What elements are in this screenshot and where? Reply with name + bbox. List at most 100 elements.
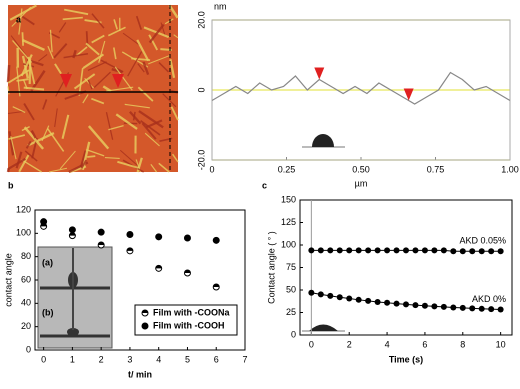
marker-half [142,310,148,313]
x-tick-label: 6 [214,354,219,364]
afm-fiber [24,150,38,162]
afm-fiber [85,42,100,56]
afm-cursor [112,74,124,88]
afm-fiber [104,157,120,160]
data-point [403,301,409,308]
afm-fiber [93,71,111,88]
data-point [155,233,163,241]
droplet-insets [302,134,345,332]
plot-frame [34,209,246,351]
afm-fiber [108,124,124,131]
x-axis-label: µm [355,178,368,188]
afm-fiber [23,63,35,68]
x-tick-label: 1 [70,354,75,364]
data-point [327,292,334,299]
afm-fiber [54,63,62,75]
x-tick-label: 10 [496,339,506,349]
afm-fiber [150,163,158,173]
afm-fiber [160,22,166,36]
x-tick-label: 6 [422,339,427,349]
data-point [97,241,105,249]
afm-fiber [75,46,88,57]
panel-label: a [16,14,22,24]
marker-outline [155,233,163,241]
afm-fiber [53,43,68,59]
y-tick-label: 20 [21,321,31,331]
afm-fiber [49,29,53,53]
series-label: AKD 0.05% [459,236,506,246]
afm-fiber [168,4,179,19]
afm-fiber [48,167,68,173]
afm-fiber [136,39,150,62]
afm-fiber [122,32,140,46]
data-point [346,295,353,302]
droplet [67,328,79,336]
y-tick-label: 60 [21,274,31,284]
legend-label: Film with -COONa [153,307,230,317]
afm-fiber [18,154,30,173]
data-point [440,303,447,310]
marker-half [184,270,191,273]
data-point [308,247,315,254]
plot-frame [211,19,511,161]
afm-fiber [8,134,26,140]
afm-fiber [164,18,174,25]
afm-fiber [98,40,106,63]
marker-half [98,242,105,245]
data-point [412,302,419,309]
y-tick-label: 150 [281,194,296,204]
x-tick-label: 5 [185,354,190,364]
y-tick-label: 125 [281,217,296,227]
data-point [126,231,134,238]
afm-fiber [30,130,37,139]
x-tick-label: 0 [209,164,214,174]
afm-fiber [141,122,157,140]
afm-fiber [25,140,32,149]
afm-fiber [82,94,89,104]
data-point [155,264,163,272]
afm-fiber [145,119,163,129]
marker-half [155,265,162,269]
data-point [431,303,438,310]
y-tick-label: 0 [196,87,206,92]
marker-outline [212,236,220,244]
y-tick-label: 100 [281,239,296,249]
y-tick-label: -20.0 [196,150,206,171]
afm-fiber [62,16,83,21]
data-point [374,298,381,305]
afm-fiber [47,45,54,59]
data-point [393,247,400,254]
afm-fiber [137,86,154,102]
data-point [183,269,191,277]
afm-fiber [87,61,107,71]
marker-half [69,232,76,236]
afm-fiber [73,73,96,90]
afm-fiber [105,112,114,140]
data-point [488,248,495,255]
x-tick-label: 4 [385,339,390,349]
data-point [497,248,504,255]
data-point [40,218,48,226]
y-axis-label: contact angle [3,253,13,307]
y-tick-label: 100 [16,228,31,238]
y-tick-label: 80 [21,251,31,261]
data-point [469,305,476,312]
data-point [431,247,438,254]
afm-fiber [82,53,105,69]
afm-fiber [113,19,118,30]
afm-fiber [12,106,26,113]
x-tick-label: 0.50 [352,164,370,174]
y-tick-label: 20.0 [196,11,206,29]
data-point [450,248,457,255]
afm-cursor [60,74,72,88]
data-point [355,296,362,303]
marker-outline [183,234,191,242]
afm-fiber [170,106,179,121]
x-axis-label: Time (s) [389,354,423,364]
data-point [346,247,353,254]
afm-fiber [148,23,165,44]
afm-fiber [7,86,10,95]
afm-fiber [129,110,142,125]
data-point [336,247,343,254]
